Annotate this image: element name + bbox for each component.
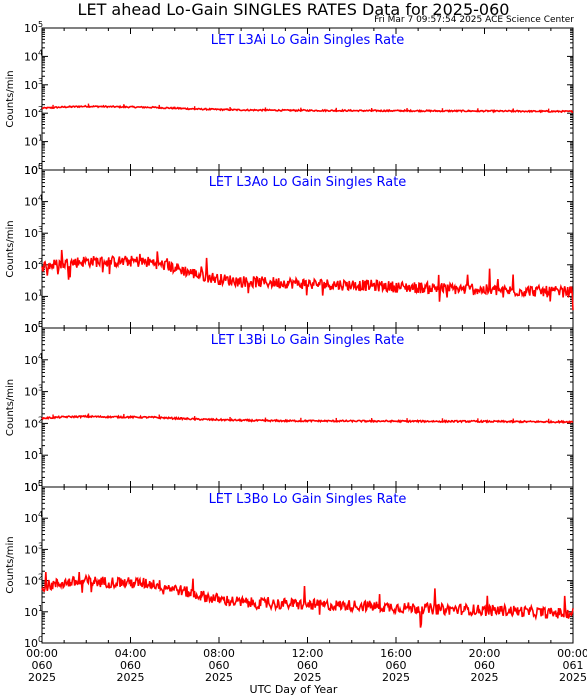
x-tick-year-label: 2025 [559,671,587,684]
y-tick-label: 104 [24,48,43,63]
y-tick-exponent: 5 [38,20,43,29]
y-tick-exponent: 4 [38,194,43,203]
series-line [41,571,574,628]
y-axis-label: Counts/min [5,536,16,593]
x-tick-time-label: 08:00 [203,647,235,660]
y-tick-exponent: 4 [38,48,43,57]
y-tick-exponent: 5 [38,479,43,488]
panel-title: LET L3Ao Lo Gain Singles Rate [209,175,407,190]
x-axis-label: UTC Day of Year [249,683,338,696]
y-tick-label: 104 [24,510,43,525]
y-tick-label: 105 [24,320,43,335]
y-tick-exponent: 1 [38,288,43,297]
panel-frame [41,169,574,329]
y-tick-exponent: 2 [38,573,43,582]
y-tick-exponent: 2 [38,105,43,114]
series-line [41,249,574,311]
x-tick-time-label: 00:00 [26,647,58,660]
x-tick-time-label: 16:00 [380,647,412,660]
page-title: LET ahead Lo-Gain SINGLES RATES Data for… [77,0,510,19]
y-tick-label: 102 [24,415,43,430]
x-tick-day-label: 060 [209,659,230,672]
x-tick-day-label: 060 [120,659,141,672]
y-axis-label: Counts/min [5,70,16,127]
y-tick-label: 101 [24,447,43,462]
x-tick-day-label: 060 [474,659,495,672]
panel-title: LET L3Bi Lo Gain Singles Rate [211,333,405,348]
y-tick-label: 103 [24,225,43,240]
y-tick-label: 101 [24,604,43,619]
y-tick-exponent: 0 [38,320,43,329]
x-tick-day-label: 060 [32,659,53,672]
x-tick-day-label: 061 [563,659,584,672]
y-tick-exponent: 4 [38,352,43,361]
y-tick-exponent: 1 [38,134,43,143]
y-tick-exponent: 0 [38,162,43,171]
y-axis-label: Counts/min [5,220,16,277]
y-tick-label: 104 [24,194,43,209]
x-tick-year-label: 2025 [28,671,56,684]
y-tick-label: 101 [24,288,43,303]
generation-timestamp: Fri Mar 7 09:57:54 2025 ACE Science Cent… [374,15,574,25]
x-tick-year-label: 2025 [382,671,410,684]
y-tick-exponent: 1 [38,447,43,456]
y-tick-label: 105 [24,479,43,494]
y-tick-exponent: 3 [38,384,43,393]
y-tick-exponent: 3 [38,541,43,550]
x-tick-day-label: 060 [386,659,407,672]
y-axis-label: Counts/min [5,379,16,436]
x-tick-time-label: 04:00 [115,647,147,660]
x-tick-time-label: 00:00 [557,647,587,660]
x-tick-year-label: 2025 [294,671,322,684]
panel-frame [41,486,574,644]
panel-frame [41,327,574,488]
series-line [41,104,573,114]
x-tick-day-label: 060 [297,659,318,672]
y-tick-label: 105 [24,162,43,177]
y-tick-label: 103 [24,77,43,92]
series-line [41,414,574,425]
y-tick-label: 103 [24,384,43,399]
x-tick-time-label: 20:00 [469,647,501,660]
y-tick-exponent: 0 [38,479,43,488]
x-tick-year-label: 2025 [471,671,499,684]
panel-frame [41,27,574,171]
x-tick-time-label: 12:00 [292,647,324,660]
y-tick-label: 101 [24,134,43,149]
x-tick-year-label: 2025 [117,671,145,684]
y-tick-exponent: 3 [38,225,43,234]
y-tick-exponent: 5 [38,162,43,171]
y-tick-label: 102 [24,105,43,120]
y-tick-exponent: 3 [38,77,43,86]
y-tick-label: 102 [24,257,43,272]
y-tick-label: 103 [24,541,43,556]
y-tick-exponent: 1 [38,604,43,613]
y-tick-exponent: 5 [38,320,43,329]
y-tick-exponent: 0 [38,635,43,644]
y-tick-exponent: 4 [38,510,43,519]
y-tick-label: 105 [24,20,43,35]
y-tick-exponent: 2 [38,415,43,424]
x-tick-year-label: 2025 [205,671,233,684]
panel-title: LET L3Bo Lo Gain Singles Rate [209,492,407,507]
y-tick-label: 102 [24,573,43,588]
y-tick-exponent: 2 [38,257,43,266]
panel-title: LET L3Ai Lo Gain Singles Rate [211,33,404,48]
y-tick-label: 104 [24,352,43,367]
